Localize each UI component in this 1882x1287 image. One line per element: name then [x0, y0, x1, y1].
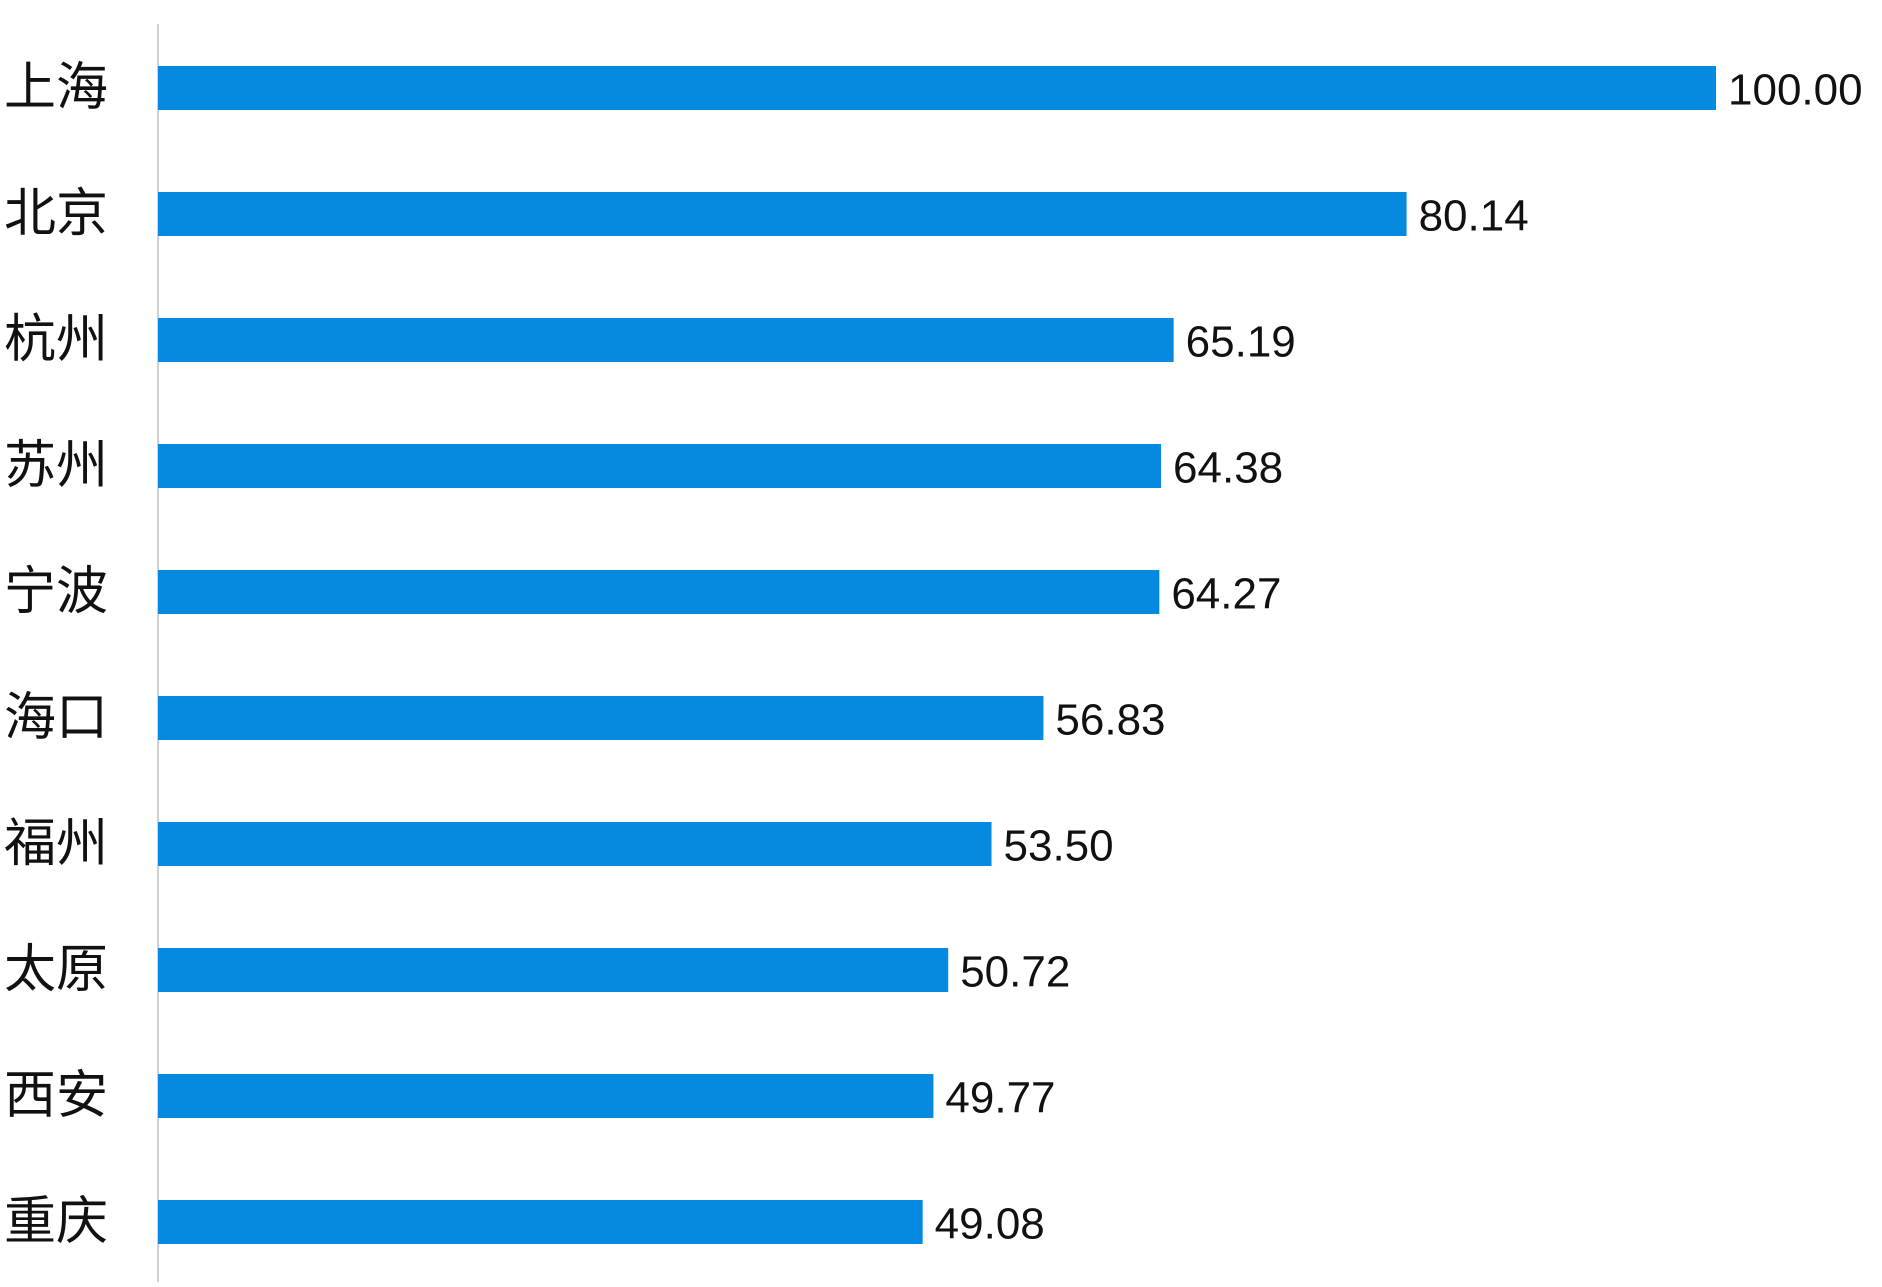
category-label: 苏州 [4, 436, 108, 496]
bar-3 [158, 444, 1162, 488]
value-label: 65.19 [1186, 318, 1296, 367]
category-label: 福州 [4, 814, 108, 874]
bar-0 [158, 66, 1716, 110]
bar-5 [158, 696, 1044, 740]
bars-group [158, 66, 1716, 1244]
bar-7 [158, 948, 949, 992]
bar-4 [158, 570, 1160, 614]
category-label: 北京 [4, 184, 108, 244]
bar-9 [158, 1200, 923, 1244]
bar-6 [158, 822, 992, 866]
value-label: 53.50 [1004, 822, 1114, 871]
value-label: 49.77 [945, 1074, 1055, 1123]
value-label: 56.83 [1055, 696, 1165, 745]
category-label: 上海 [4, 58, 108, 118]
bar-2 [158, 318, 1174, 362]
category-label: 太原 [4, 940, 108, 1000]
value-label: 100.00 [1728, 66, 1863, 115]
bar-1 [158, 192, 1407, 236]
value-label: 80.14 [1419, 192, 1529, 241]
category-label: 海口 [4, 688, 108, 748]
category-label: 杭州 [4, 310, 108, 370]
value-label: 50.72 [960, 948, 1070, 997]
value-label: 49.08 [935, 1200, 1045, 1249]
value-labels-group: 100.00 80.14 65.19 64.38 64.27 56.83 53.50 50.7… [935, 66, 1863, 1249]
category-label: 西安 [4, 1066, 108, 1126]
value-label: 64.27 [1171, 570, 1281, 619]
category-label: 宁波 [4, 562, 108, 622]
category-label: 重庆 [4, 1192, 108, 1252]
bar-8 [158, 1074, 934, 1118]
value-label: 64.38 [1173, 444, 1283, 493]
